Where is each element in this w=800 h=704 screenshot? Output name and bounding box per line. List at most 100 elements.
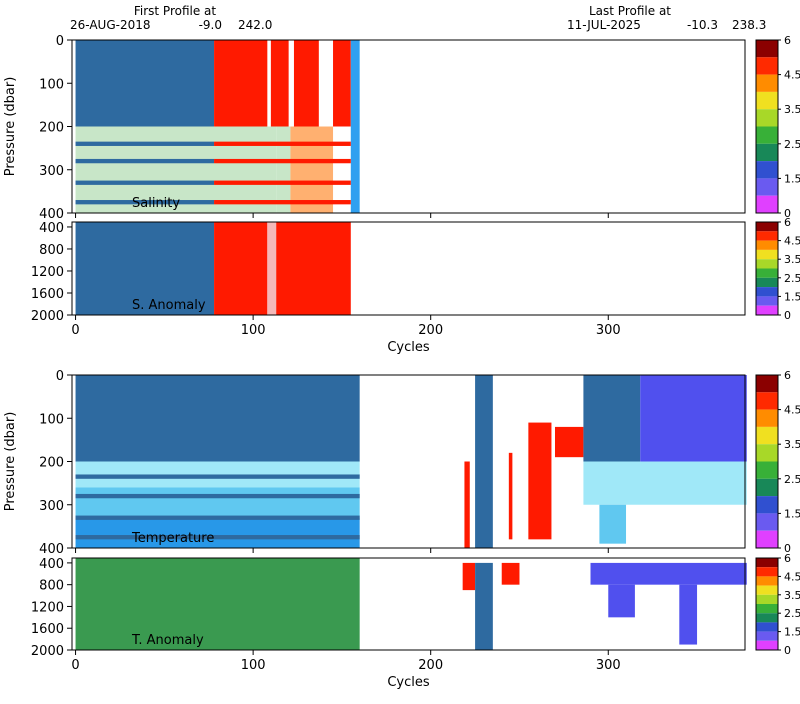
data-block [462,562,476,591]
data-block [214,141,351,146]
data-block [267,222,277,315]
colorbar-segment [756,631,778,641]
x-tick-label: 100 [241,323,266,338]
colorbar-segment [756,74,778,92]
colorbar-segment [756,426,778,445]
colorbar-frame [755,221,779,316]
colorbar-segment [756,604,778,614]
colorbar-segment [756,109,778,127]
last-lon: 238.3 [732,18,766,32]
y-tick-label: 1200 [31,265,64,280]
y-tick-label: 2000 [31,644,64,659]
y-tick-label: 100 [39,412,64,427]
y-axis-label: Pressure (dbar) [3,412,18,512]
data-block [528,422,552,540]
colorbar-segment [756,444,778,462]
first-lat: -9.0 [199,18,222,32]
y-tick-label: 800 [39,579,64,594]
colorbar-label: 3.5 [784,253,800,266]
data-block [75,141,215,146]
colorbar-label: 0 [784,542,791,555]
colorbar-segment [756,585,778,595]
colorbar-label: 2.5 [784,138,800,151]
x-axis-label: Cycles [387,340,430,355]
y-tick-label: 800 [39,243,64,258]
colorbar-label: 6 [784,552,791,565]
data-block [293,40,319,127]
colorbar-label: 1.5 [784,172,800,185]
colorbar-segment [756,126,778,144]
x-tick-label: 100 [241,658,266,673]
data-block [75,558,360,650]
y-tick-label: 400 [39,221,64,236]
colorbar-label: 4.5 [784,570,800,583]
colorbar-segment [756,268,778,278]
x-tick-label: 0 [71,658,79,673]
y-tick-label: 400 [39,557,64,572]
colorbar-label: 2.5 [784,607,800,620]
first-label: First Profile at [134,4,217,18]
colorbar-segment [756,240,778,250]
x-axis-label: Cycles [387,675,430,690]
colorbar-segment [756,222,778,232]
y-tick-label: 0 [56,34,64,49]
y-tick-label: 100 [39,77,64,92]
x-tick-label: 200 [418,323,443,338]
colorbar-label: 2.5 [784,272,800,285]
colorbar-segment [756,496,778,514]
data-block [640,375,747,462]
data-block [501,562,520,585]
colorbar-segment [756,375,778,393]
colorbar-segment [756,287,778,297]
colorbar-segment [756,530,778,548]
colorbar-label: 0 [784,207,791,220]
colorbar-segment [756,594,778,604]
data-block [214,200,351,205]
y-tick-label: 1600 [31,622,64,637]
y-tick-label: 300 [39,499,64,514]
colorbar-segment [756,305,778,315]
colorbar-segment [756,576,778,586]
colorbar-segment [756,558,778,568]
data-block [75,180,215,185]
colorbar-label: 4.5 [784,404,800,417]
data-block [214,40,268,127]
data-block [333,40,351,127]
data-block [475,562,493,650]
data-block [75,474,360,479]
panel-label: T. Anomaly [131,633,204,648]
colorbar-frame [755,374,779,549]
data-block [75,517,360,548]
y-tick-label: 1200 [31,600,64,615]
data-block [590,562,747,585]
colorbar-frame [755,39,779,214]
colorbar-segment [756,231,778,241]
colorbar-label: 6 [784,216,791,229]
colorbar-segment [756,409,778,427]
colorbar-segment [756,57,778,75]
data-block [75,375,360,462]
y-tick-label: 200 [39,456,64,471]
data-block [75,126,277,213]
data-block [583,375,641,462]
colorbar-segment [756,91,778,110]
panel-label: Temperature [131,531,214,546]
colorbar-label: 4.5 [784,69,800,82]
data-block [214,180,351,185]
colorbar-segment [756,143,778,162]
panel-label: Salinity [132,196,180,211]
plot-frame [71,221,746,316]
x-tick-label: 300 [596,323,621,338]
colorbar-segment [756,161,778,179]
plot-frame [71,557,746,651]
colorbar-label: 0 [784,644,791,657]
colorbar-segment [756,392,778,410]
colorbar-segment [756,640,778,650]
colorbar-label: 0 [784,309,791,322]
y-tick-label: 400 [39,542,64,557]
colorbar-segment [756,613,778,623]
data-block [214,222,268,315]
colorbar-segment [756,195,778,213]
colorbar-segment [756,461,778,479]
